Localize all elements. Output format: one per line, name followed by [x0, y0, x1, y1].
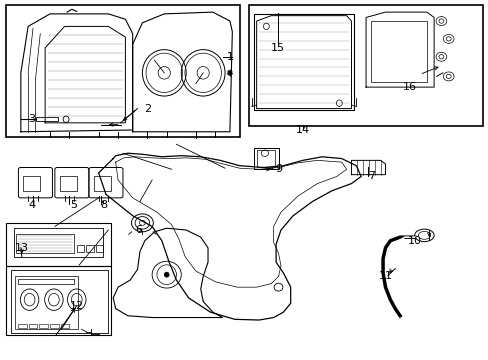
Bar [60, 176, 77, 191]
Bar [96, 245, 103, 252]
Text: 13: 13 [15, 243, 29, 253]
Bar [15, 276, 78, 329]
Text: 15: 15 [270, 43, 284, 53]
Bar [256, 150, 275, 167]
Bar [6, 5, 239, 137]
Bar [16, 234, 74, 253]
Bar [50, 324, 59, 328]
Bar [370, 21, 426, 82]
Bar [23, 176, 40, 191]
Text: 12: 12 [70, 301, 83, 311]
Ellipse shape [164, 272, 169, 277]
Bar [61, 324, 69, 328]
Bar [39, 324, 48, 328]
Bar [6, 266, 111, 336]
Bar [11, 270, 108, 333]
Bar [36, 117, 58, 121]
Text: 16: 16 [402, 82, 416, 92]
Text: 8: 8 [100, 200, 107, 210]
Bar [14, 228, 103, 257]
Text: 9: 9 [274, 164, 282, 174]
Text: 10: 10 [407, 236, 421, 246]
Bar [86, 245, 94, 252]
Text: 2: 2 [143, 104, 150, 113]
Bar [6, 223, 111, 266]
Text: 7: 7 [367, 171, 375, 181]
Text: 1: 1 [226, 52, 233, 62]
Bar [18, 324, 27, 328]
Bar [254, 148, 278, 169]
Bar [18, 279, 74, 284]
Text: 14: 14 [295, 125, 309, 135]
Bar [249, 5, 482, 126]
Bar [254, 14, 353, 111]
Text: 11: 11 [378, 271, 392, 282]
Bar [94, 176, 111, 191]
Bar [77, 245, 84, 252]
Text: 3: 3 [28, 114, 35, 124]
Text: 4: 4 [28, 200, 35, 210]
Bar [29, 324, 37, 328]
Text: 6: 6 [135, 225, 142, 235]
Text: 5: 5 [70, 200, 77, 210]
